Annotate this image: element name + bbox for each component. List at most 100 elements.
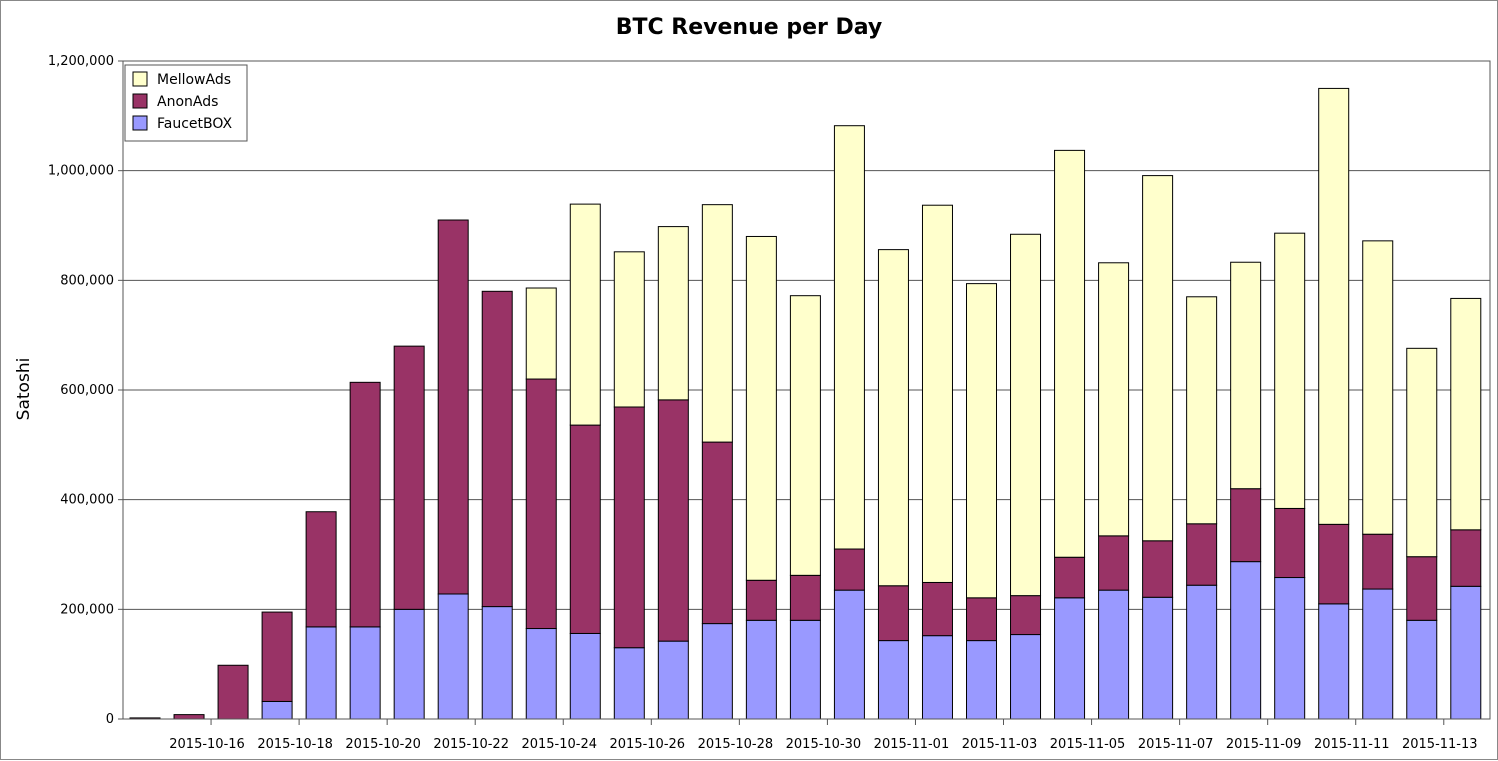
bar-faucetbox-2015-11-01 — [877, 640, 909, 720]
y-tick-label: 400,000 — [60, 493, 114, 508]
bar-anonads-2015-10-17 — [217, 664, 249, 720]
bar-mellowads-2015-11-05 — [1054, 149, 1086, 558]
bar-anonads-2015-11-08 — [1186, 523, 1218, 586]
legend-swatch-faucetbox — [132, 115, 148, 131]
legend-label-faucetbox: FaucetBOX — [157, 116, 233, 132]
bar-faucetbox-2015-11-06 — [1098, 589, 1130, 720]
x-tick-label: 2015-10-24 — [521, 737, 597, 752]
bar-faucetbox-2015-10-22 — [437, 593, 469, 720]
bar-faucetbox-2015-11-10 — [1274, 577, 1306, 720]
x-tick-label: 2015-11-05 — [1050, 737, 1126, 752]
bar-faucetbox-2015-10-31 — [833, 589, 865, 720]
bar-mellowads-2015-10-28 — [701, 204, 733, 443]
legend: MellowAds AnonAds FaucetBOX — [124, 64, 248, 142]
bar-mellowads-2015-11-03 — [966, 283, 998, 599]
bar-anonads-2015-11-04 — [1010, 595, 1042, 636]
bars-layer — [129, 87, 1482, 720]
bar-faucetbox-2015-11-12 — [1362, 588, 1394, 720]
bar-mellowads-2015-11-12 — [1362, 240, 1394, 535]
bar-mellowads-2015-11-06 — [1098, 262, 1130, 537]
bar-mellowads-2015-10-26 — [613, 251, 645, 408]
bar-faucetbox-2015-11-14 — [1450, 585, 1482, 720]
bar-anonads-2015-10-24 — [525, 378, 557, 630]
bar-anonads-2015-10-26 — [613, 406, 645, 649]
bar-anonads-2015-11-10 — [1274, 507, 1306, 579]
x-tick-label: 2015-11-13 — [1402, 737, 1478, 752]
bar-anonads-2015-10-30 — [789, 574, 821, 621]
chart-title: BTC Revenue per Day — [616, 15, 883, 40]
bar-anonads-2015-11-09 — [1230, 488, 1262, 563]
y-tick-label: 1,000,000 — [48, 164, 114, 179]
bar-mellowads-2015-11-14 — [1450, 297, 1482, 531]
x-tick-label: 2015-11-03 — [962, 737, 1038, 752]
bar-faucetbox-2015-11-02 — [921, 635, 953, 720]
legend-label-anonads: AnonAds — [157, 94, 218, 110]
bar-anonads-2015-11-02 — [921, 581, 953, 637]
bar-faucetbox-2015-10-25 — [569, 632, 601, 720]
bar-mellowads-2015-11-07 — [1142, 175, 1174, 542]
x-tick-label: 2015-10-30 — [786, 737, 862, 752]
bar-mellowads-2015-11-01 — [877, 249, 909, 587]
bar-faucetbox-2015-10-20 — [349, 626, 381, 720]
bar-faucetbox-2015-10-19 — [305, 626, 337, 720]
bar-mellowads-2015-11-02 — [921, 204, 953, 583]
legend-swatch-anonads — [132, 93, 148, 109]
legend-swatch-mellowads — [132, 71, 148, 87]
legend-label-mellowads: MellowAds — [157, 72, 231, 88]
bar-mellowads-2015-10-30 — [789, 295, 821, 576]
bar-faucetbox-2015-11-13 — [1406, 619, 1438, 720]
bar-anonads-2015-10-23 — [481, 290, 513, 608]
bar-anonads-2015-11-07 — [1142, 540, 1174, 598]
bar-anonads-2015-10-18 — [261, 611, 293, 702]
bar-mellowads-2015-10-31 — [833, 125, 865, 550]
bar-mellowads-2015-10-24 — [525, 287, 557, 380]
bar-anonads-2015-11-01 — [877, 585, 909, 642]
bar-faucetbox-2015-11-07 — [1142, 596, 1174, 720]
x-tick-label: 2015-11-09 — [1226, 737, 1302, 752]
bar-faucetbox-2015-10-29 — [745, 619, 777, 720]
bar-anonads-2015-10-25 — [569, 424, 601, 634]
bar-anonads-2015-10-20 — [349, 381, 381, 628]
x-tick-label: 2015-10-16 — [169, 737, 245, 752]
bar-anonads-2015-11-03 — [966, 597, 998, 642]
bar-anonads-2015-11-12 — [1362, 533, 1394, 590]
y-tick-label: 0 — [106, 712, 114, 727]
bar-mellowads-2015-10-29 — [745, 235, 777, 581]
bar-faucetbox-2015-10-28 — [701, 623, 733, 720]
bar-mellowads-2015-11-04 — [1010, 233, 1042, 597]
bar-anonads-2015-10-22 — [437, 219, 469, 595]
bar-mellowads-2015-11-10 — [1274, 232, 1306, 509]
y-axis-title: Satoshi — [14, 358, 34, 421]
bar-anonads-2015-10-31 — [833, 548, 865, 591]
bar-faucetbox-2015-10-30 — [789, 619, 821, 720]
x-tick-label: 2015-10-28 — [698, 737, 774, 752]
bar-anonads-2015-10-19 — [305, 511, 337, 628]
bar-faucetbox-2015-11-11 — [1318, 603, 1350, 720]
bar-anonads-2015-11-13 — [1406, 556, 1438, 621]
x-tick-label: 2015-10-22 — [433, 737, 509, 752]
bar-faucetbox-2015-10-23 — [481, 606, 513, 720]
bar-mellowads-2015-11-11 — [1318, 87, 1350, 525]
bar-faucetbox-2015-11-05 — [1054, 597, 1086, 720]
bar-faucetbox-2015-11-04 — [1010, 634, 1042, 720]
x-tick-label: 2015-10-20 — [345, 737, 421, 752]
bar-anonads-2015-10-16 — [173, 714, 205, 720]
bar-faucetbox-2015-11-08 — [1186, 584, 1218, 720]
x-tick-label: 2015-11-07 — [1138, 737, 1214, 752]
bar-mellowads-2015-10-25 — [569, 203, 601, 426]
bar-mellowads-2015-10-27 — [657, 226, 689, 401]
bar-mellowads-2015-11-09 — [1230, 261, 1262, 490]
x-tick-label: 2015-10-18 — [257, 737, 333, 752]
bar-anonads-2015-10-21 — [393, 345, 425, 610]
bar-anonads-2015-11-11 — [1318, 523, 1350, 605]
bar-faucetbox-2015-10-26 — [613, 647, 645, 720]
y-tick-label: 1,200,000 — [48, 54, 114, 69]
bar-anonads-2015-10-28 — [701, 441, 733, 625]
x-tick-label: 2015-11-01 — [874, 737, 950, 752]
bar-faucetbox-2015-10-24 — [525, 628, 557, 720]
bar-faucetbox-2015-11-09 — [1230, 561, 1262, 720]
axes-layer: 0 200,000 400,000 600,000 800,000 1,000,000 1,… — [48, 54, 1491, 752]
bar-anonads-2015-11-14 — [1450, 529, 1482, 587]
